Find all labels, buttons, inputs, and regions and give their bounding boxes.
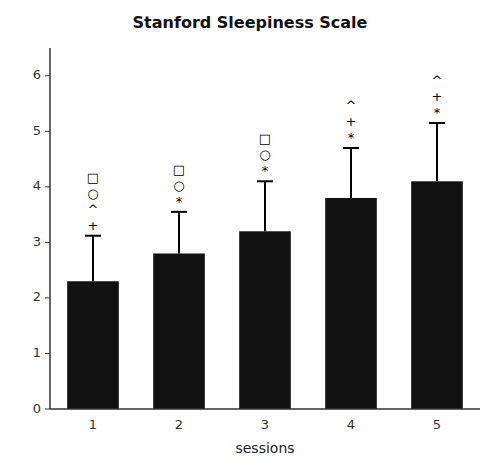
bar bbox=[67, 281, 119, 409]
y-axis bbox=[49, 48, 51, 409]
annotation-symbol: * bbox=[348, 130, 355, 145]
error-bar bbox=[85, 236, 101, 282]
annotation-symbol: * bbox=[262, 163, 269, 178]
bar bbox=[239, 231, 291, 409]
title: Stanford Sleepiness Scale bbox=[133, 13, 368, 32]
bar bbox=[411, 181, 463, 409]
annotation-symbol: □ bbox=[87, 170, 99, 185]
x-axis-label: sessions bbox=[235, 440, 294, 456]
x-tick-label: 5 bbox=[433, 417, 441, 432]
x-tick-label: 4 bbox=[347, 417, 355, 432]
error-stem bbox=[436, 123, 438, 181]
x-tick-label: 3 bbox=[261, 417, 269, 432]
annotation-symbol: □ bbox=[173, 162, 185, 177]
error-stem bbox=[350, 148, 352, 198]
error-bar bbox=[257, 181, 273, 231]
annotation-symbol: + bbox=[88, 218, 99, 233]
error-bar bbox=[343, 148, 359, 198]
error-cap bbox=[429, 122, 445, 124]
error-stem bbox=[92, 236, 94, 282]
y-tick-label: 5 bbox=[33, 123, 41, 138]
error-cap bbox=[257, 180, 273, 182]
error-bar bbox=[171, 212, 187, 254]
y-tick-label: 6 bbox=[33, 67, 41, 82]
annotation-symbol: ○ bbox=[87, 186, 98, 201]
annotation-symbol: ^ bbox=[432, 73, 443, 88]
bar bbox=[153, 253, 205, 409]
error-stem bbox=[264, 181, 266, 231]
bars bbox=[67, 123, 463, 409]
chart: 0123456+^○□*○□*○□*+^*+^12345sessionsStan… bbox=[0, 0, 500, 467]
annotation-symbol: ^ bbox=[346, 98, 357, 113]
y-tick-label: 2 bbox=[33, 289, 41, 304]
error-cap bbox=[85, 235, 101, 237]
error-bar bbox=[429, 123, 445, 181]
annotation-symbol: * bbox=[176, 194, 183, 209]
error-cap bbox=[171, 211, 187, 213]
error-stem bbox=[178, 212, 180, 254]
annotation-symbol: □ bbox=[259, 131, 271, 146]
y-tick-label: 1 bbox=[33, 345, 41, 360]
bar bbox=[325, 198, 377, 409]
error-cap bbox=[343, 147, 359, 149]
y-tick-label: 0 bbox=[33, 401, 41, 416]
annotation-symbol: * bbox=[434, 105, 441, 120]
annotation-symbol: ^ bbox=[88, 202, 99, 217]
annotation-symbol: + bbox=[346, 114, 357, 129]
y-tick-label: 3 bbox=[33, 234, 41, 249]
annotation-symbol: ○ bbox=[259, 147, 270, 162]
annotation-symbol: + bbox=[432, 89, 443, 104]
annotation-symbol: ○ bbox=[173, 178, 184, 193]
x-axis bbox=[50, 408, 480, 410]
x-tick-label: 2 bbox=[175, 417, 183, 432]
y-tick-label: 4 bbox=[33, 178, 41, 193]
x-tick-label: 1 bbox=[89, 417, 97, 432]
